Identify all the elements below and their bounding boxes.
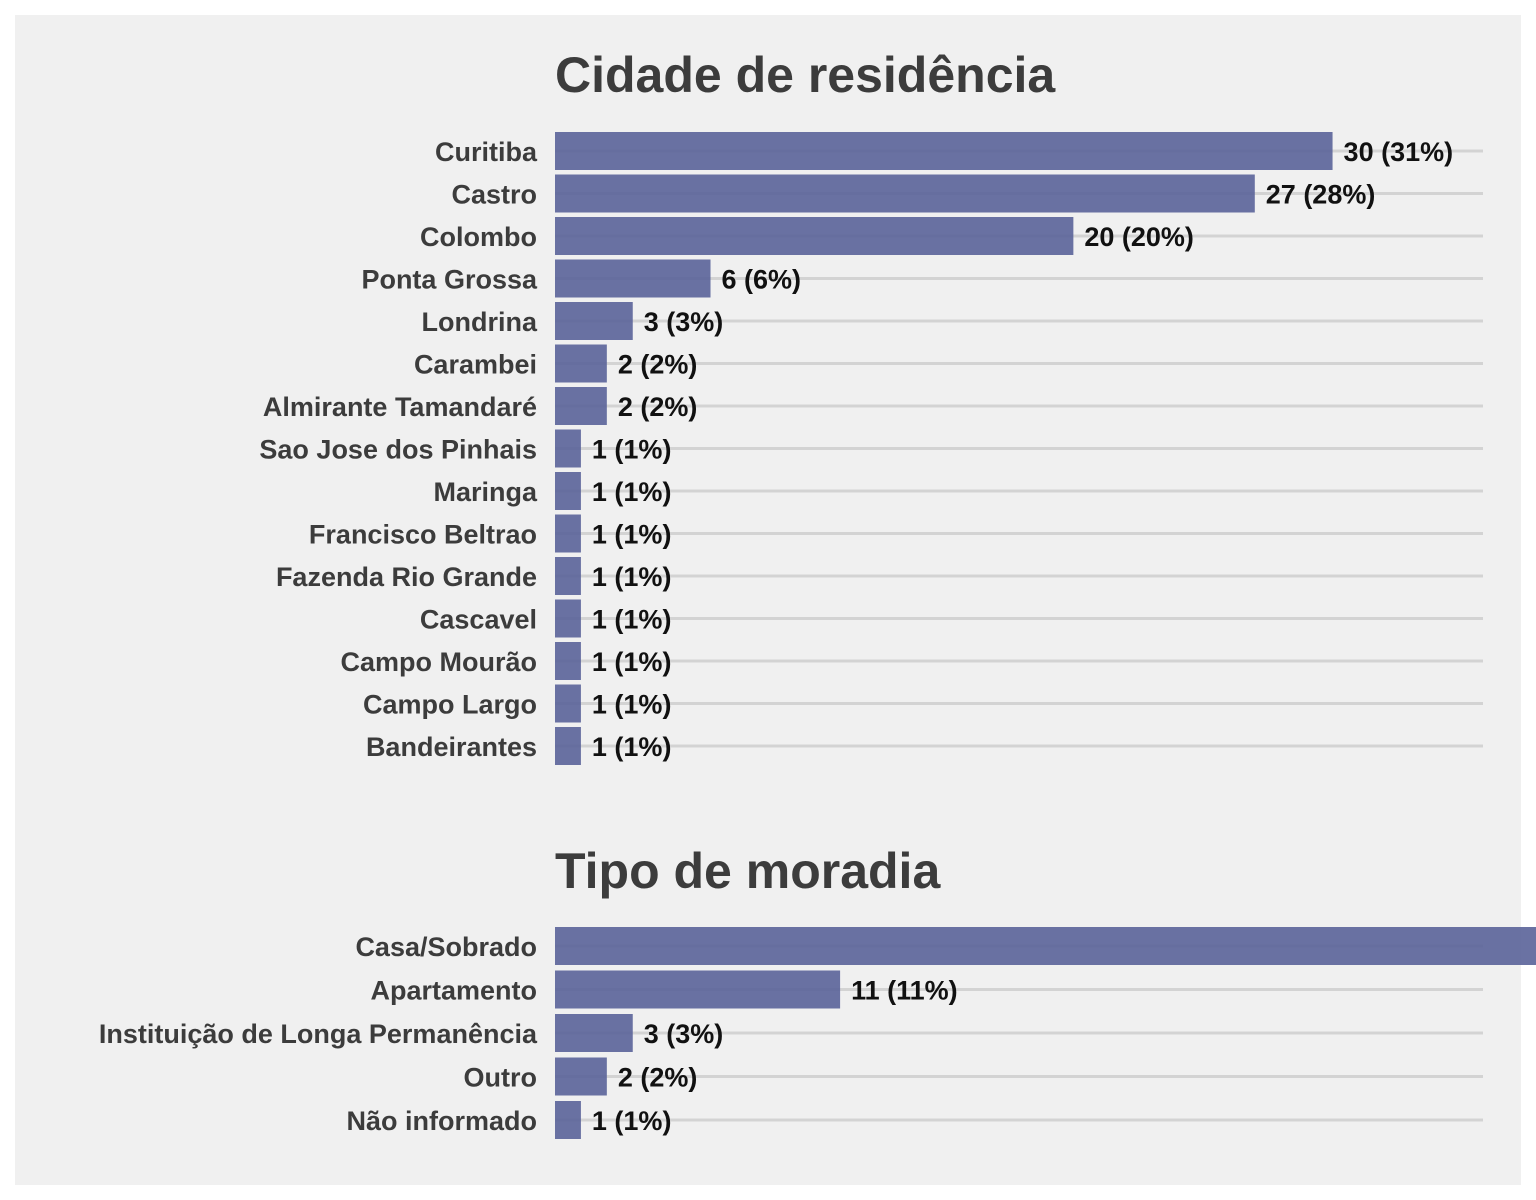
data-label: 1 (1%) [592,1106,672,1136]
data-label: 1 (1%) [592,477,672,507]
data-label: 1 (1%) [592,647,672,677]
bar-cidade [555,132,1333,170]
category-label: Maringa [433,477,538,507]
bar-moradia [555,1057,607,1096]
category-label: Cascavel [420,605,537,635]
category-label: Sao Jose dos Pinhais [259,435,537,465]
bar-cidade [555,344,607,383]
category-label: Bandeirantes [366,732,537,762]
bar-cidade [555,599,581,638]
data-label: 6 (6%) [722,265,802,295]
bar-moradia [555,970,841,1009]
category-label: Ponta Grossa [361,265,538,295]
bar-cidade [555,174,1255,213]
bar-cidade [555,429,581,468]
category-label: Não informado [346,1106,537,1136]
chart-title-cidade: Cidade de residência [555,47,1056,103]
bars-cidade: Curitiba 30 (31%) Castro 27 (28%) Colombo 20 … [259,132,1483,765]
data-label: 3 (3%) [644,307,724,337]
bar-cidade [555,642,581,680]
category-label: Almirante Tamandaré [263,392,537,422]
data-label: 11 (11%) [851,976,958,1006]
category-label: Apartamento [370,976,537,1006]
data-label: 30 (31%) [1344,137,1454,167]
data-label: 2 (2%) [618,350,698,380]
data-label: 1 (1%) [592,435,672,465]
data-label: 3 (3%) [644,1019,724,1049]
category-label: Curitiba [435,137,538,167]
bar-cidade [555,684,581,723]
data-label: 1 (1%) [592,605,672,635]
bar-cidade [555,472,581,510]
bar-cidade [555,217,1074,255]
chart-title-moradia: Tipo de moradia [555,843,941,899]
category-label: Campo Largo [363,690,537,720]
category-label: Colombo [420,222,537,252]
bar-cidade [555,727,581,765]
data-label: 1 (1%) [592,520,672,550]
data-label: 2 (2%) [618,392,698,422]
category-label: Outro [464,1063,538,1093]
data-label: 27 (28%) [1266,180,1376,210]
bar-cidade [555,514,581,553]
data-label: 2 (2%) [618,1063,698,1093]
bar-moradia [555,927,1536,965]
category-label: Casa/Sobrado [355,932,537,962]
bar-cidade [555,259,711,298]
bar-cidade [555,387,607,425]
data-label: 20 (20%) [1084,222,1194,252]
category-label: Campo Mourão [340,647,537,677]
category-label: Castro [451,180,537,210]
category-label: Carambei [414,350,537,380]
category-label: Instituição de Longa Permanência [99,1019,538,1049]
category-label: Londrina [422,307,538,337]
bar-moradia [555,1014,633,1052]
bar-cidade [555,302,633,340]
category-label: Francisco Beltrao [309,520,537,550]
data-label: 1 (1%) [592,562,672,592]
category-label: Fazenda Rio Grande [276,562,537,592]
bar-cidade [555,557,581,595]
data-label: 1 (1%) [592,690,672,720]
bar-moradia [555,1101,581,1139]
data-label: 1 (1%) [592,732,672,762]
